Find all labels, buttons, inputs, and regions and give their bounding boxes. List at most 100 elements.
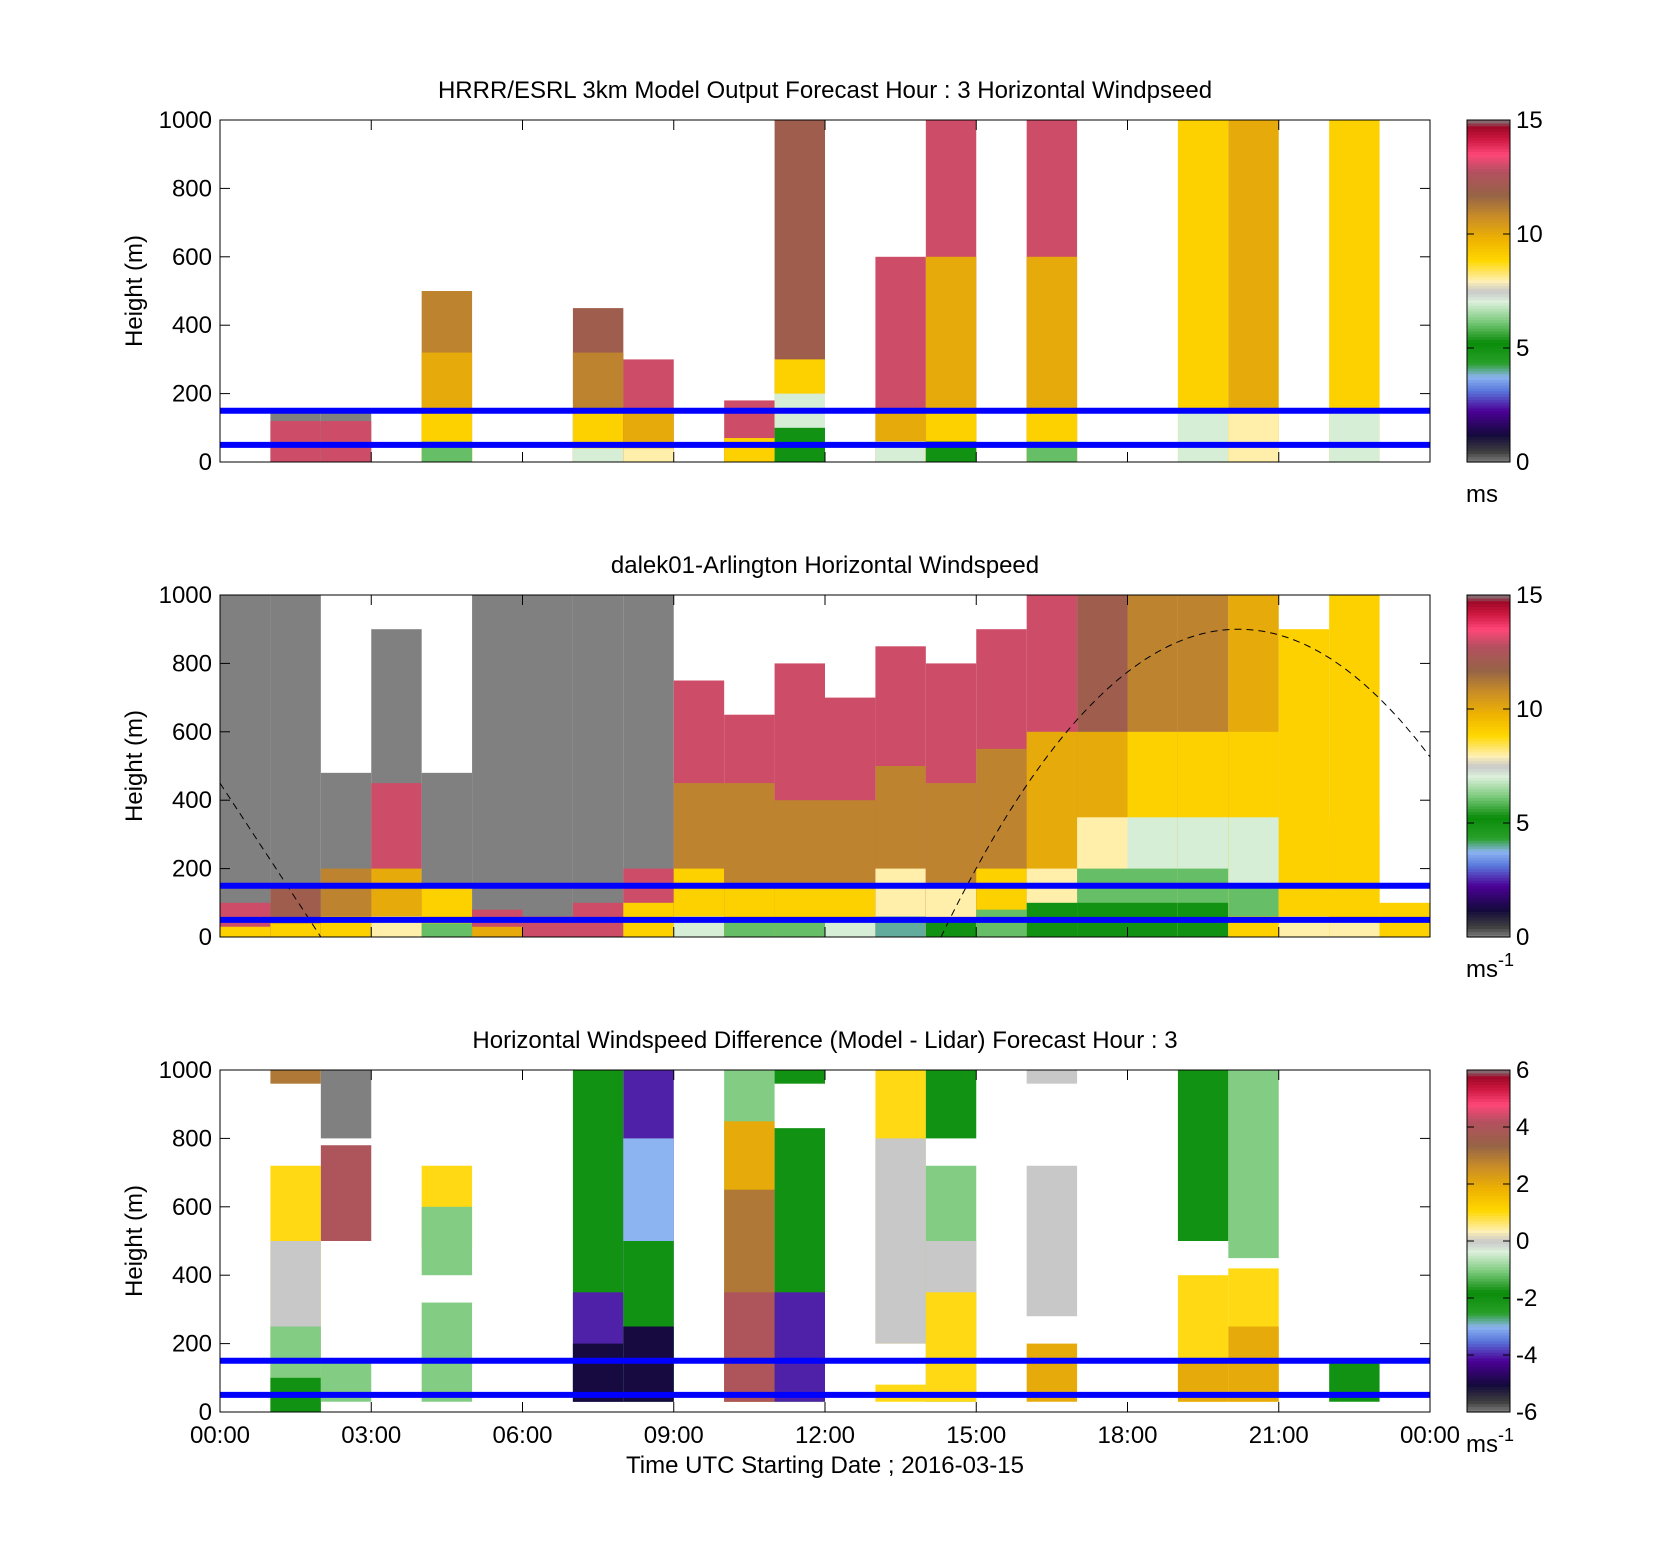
colorbar-swatch — [1467, 1072, 1510, 1077]
y-axis-label: Height (m) — [121, 235, 148, 347]
colorbar-swatch — [1467, 336, 1510, 341]
colorbar-swatch — [1467, 427, 1510, 432]
colorbar-swatch — [1467, 1389, 1510, 1393]
colorbar-tick-label: 0 — [1516, 449, 1529, 476]
y-tick-label: 0 — [199, 924, 212, 951]
colorbar-swatch — [1467, 703, 1510, 707]
y-tick-label: 200 — [172, 381, 212, 408]
heatmap-cell — [1379, 923, 1430, 937]
colorbar-swatch — [1467, 885, 1510, 890]
colorbar-swatch — [1467, 1149, 1510, 1154]
colorbar-swatch — [1467, 1258, 1510, 1262]
x-tick-label: 06:00 — [492, 1422, 552, 1449]
colorbar-swatch — [1467, 746, 1510, 750]
colorbar-swatch — [1467, 174, 1510, 178]
heatmap-cell — [1177, 120, 1229, 462]
colorbar-swatch — [1467, 660, 1510, 664]
colorbar-swatch — [1467, 737, 1510, 741]
heatmap-cell — [925, 1292, 977, 1402]
x-tick-label: 03:00 — [341, 1422, 401, 1449]
colorbar-swatch — [1467, 609, 1510, 613]
colorbar-swatch — [1467, 1406, 1510, 1410]
colorbar-swatch — [1467, 620, 1510, 625]
colorbar-swatch — [1467, 419, 1510, 423]
colorbar-tick-label: 10 — [1516, 221, 1543, 248]
colorbar-swatch — [1467, 291, 1510, 295]
colorbar-swatch — [1467, 245, 1510, 249]
colorbar-swatch — [1467, 1104, 1510, 1108]
heatmap-cell — [1026, 1070, 1078, 1084]
colorbar-swatch — [1467, 1127, 1510, 1131]
colorbar-swatch — [1467, 689, 1510, 693]
colorbar-swatch — [1467, 262, 1510, 266]
colorbar-swatch — [1467, 1089, 1510, 1094]
colorbar-swatch — [1467, 1235, 1510, 1239]
heatmap-cell — [1329, 120, 1380, 462]
colorbar-swatch — [1467, 251, 1510, 255]
colorbar-swatch — [1467, 780, 1510, 784]
heatmap-cell — [875, 1138, 926, 1344]
colorbar-swatch — [1467, 1374, 1510, 1379]
colorbar-swatch — [1467, 694, 1510, 699]
colorbar-swatch — [1467, 680, 1510, 684]
colorbar-swatch — [1467, 714, 1510, 719]
colorbar-swatch — [1467, 177, 1510, 181]
colorbar-swatch — [1467, 643, 1510, 647]
heatmap-cell — [421, 1206, 473, 1276]
colorbar-swatch — [1467, 282, 1510, 286]
colorbar-swatch — [1467, 1272, 1510, 1276]
colorbar-swatch — [1467, 1132, 1510, 1137]
colorbar-tick-label: 0 — [1516, 1228, 1529, 1255]
colorbar-swatch — [1467, 709, 1510, 713]
colorbar-swatch — [1467, 1232, 1510, 1236]
colorbar-swatch — [1467, 1372, 1510, 1376]
colorbar-tick-label: -4 — [1516, 1342, 1537, 1369]
colorbar-swatch — [1467, 934, 1510, 938]
colorbar-swatch — [1467, 1255, 1510, 1259]
heatmap-cell — [270, 923, 321, 937]
colorbar-swatch — [1467, 1335, 1510, 1339]
heatmap-cell — [1228, 410, 1279, 462]
heatmap-cell — [1329, 919, 1380, 937]
colorbar-tick-label: 5 — [1516, 810, 1529, 837]
heatmap-cell — [1177, 410, 1229, 462]
colorbar-swatch — [1467, 595, 1510, 599]
colorbar-swatch — [1467, 1124, 1510, 1128]
x-tick-label: 00:00 — [190, 1422, 250, 1449]
heatmap-cell — [724, 919, 775, 937]
colorbar-swatch — [1467, 279, 1510, 284]
heatmap-cell — [1026, 1165, 1078, 1317]
chart-panel-2: dalek01-Arlington Horizontal Windspeed 0 2… — [121, 552, 1543, 983]
chart-title: dalek01-Arlington Horizontal Windspeed — [611, 552, 1039, 579]
colorbar-swatch — [1467, 777, 1510, 781]
colorbar-swatch — [1467, 1158, 1510, 1162]
colorbar-swatch — [1467, 1146, 1510, 1151]
colorbar-swatch — [1467, 322, 1510, 326]
colorbar-swatch — [1467, 296, 1510, 301]
colorbar-swatch — [1467, 1246, 1510, 1251]
colorbar-swatch — [1467, 185, 1510, 189]
colorbar-swatch — [1467, 1329, 1510, 1333]
heatmap-cell — [1228, 1326, 1279, 1402]
heatmap-cell — [270, 1070, 321, 1084]
y-tick-label: 800 — [172, 1125, 212, 1152]
colorbar-frame — [1466, 119, 1511, 463]
colorbar-swatch — [1467, 1070, 1510, 1074]
colorbar-swatch — [1467, 751, 1510, 756]
colorbar-swatch — [1467, 168, 1510, 172]
chart-panel-3: Horizontal Windspeed Difference (Model -… — [121, 1027, 1537, 1479]
colorbar-swatch — [1467, 359, 1510, 363]
colorbar-swatch — [1467, 276, 1510, 281]
colorbar-swatch — [1467, 1221, 1510, 1225]
x-tick-label: 09:00 — [644, 1422, 704, 1449]
colorbar-swatch — [1467, 654, 1510, 659]
colorbar-swatch — [1467, 857, 1510, 861]
colorbar-swatch — [1467, 162, 1510, 167]
colorbar-swatch — [1467, 442, 1510, 446]
colorbar-swatch — [1467, 1092, 1510, 1097]
colorbar-swatch — [1467, 1095, 1510, 1100]
colorbar-swatch — [1467, 333, 1510, 338]
heatmap-cell — [472, 595, 523, 937]
colorbar-swatch — [1467, 700, 1510, 704]
colorbar-units-exponent: -1 — [1498, 1425, 1514, 1445]
